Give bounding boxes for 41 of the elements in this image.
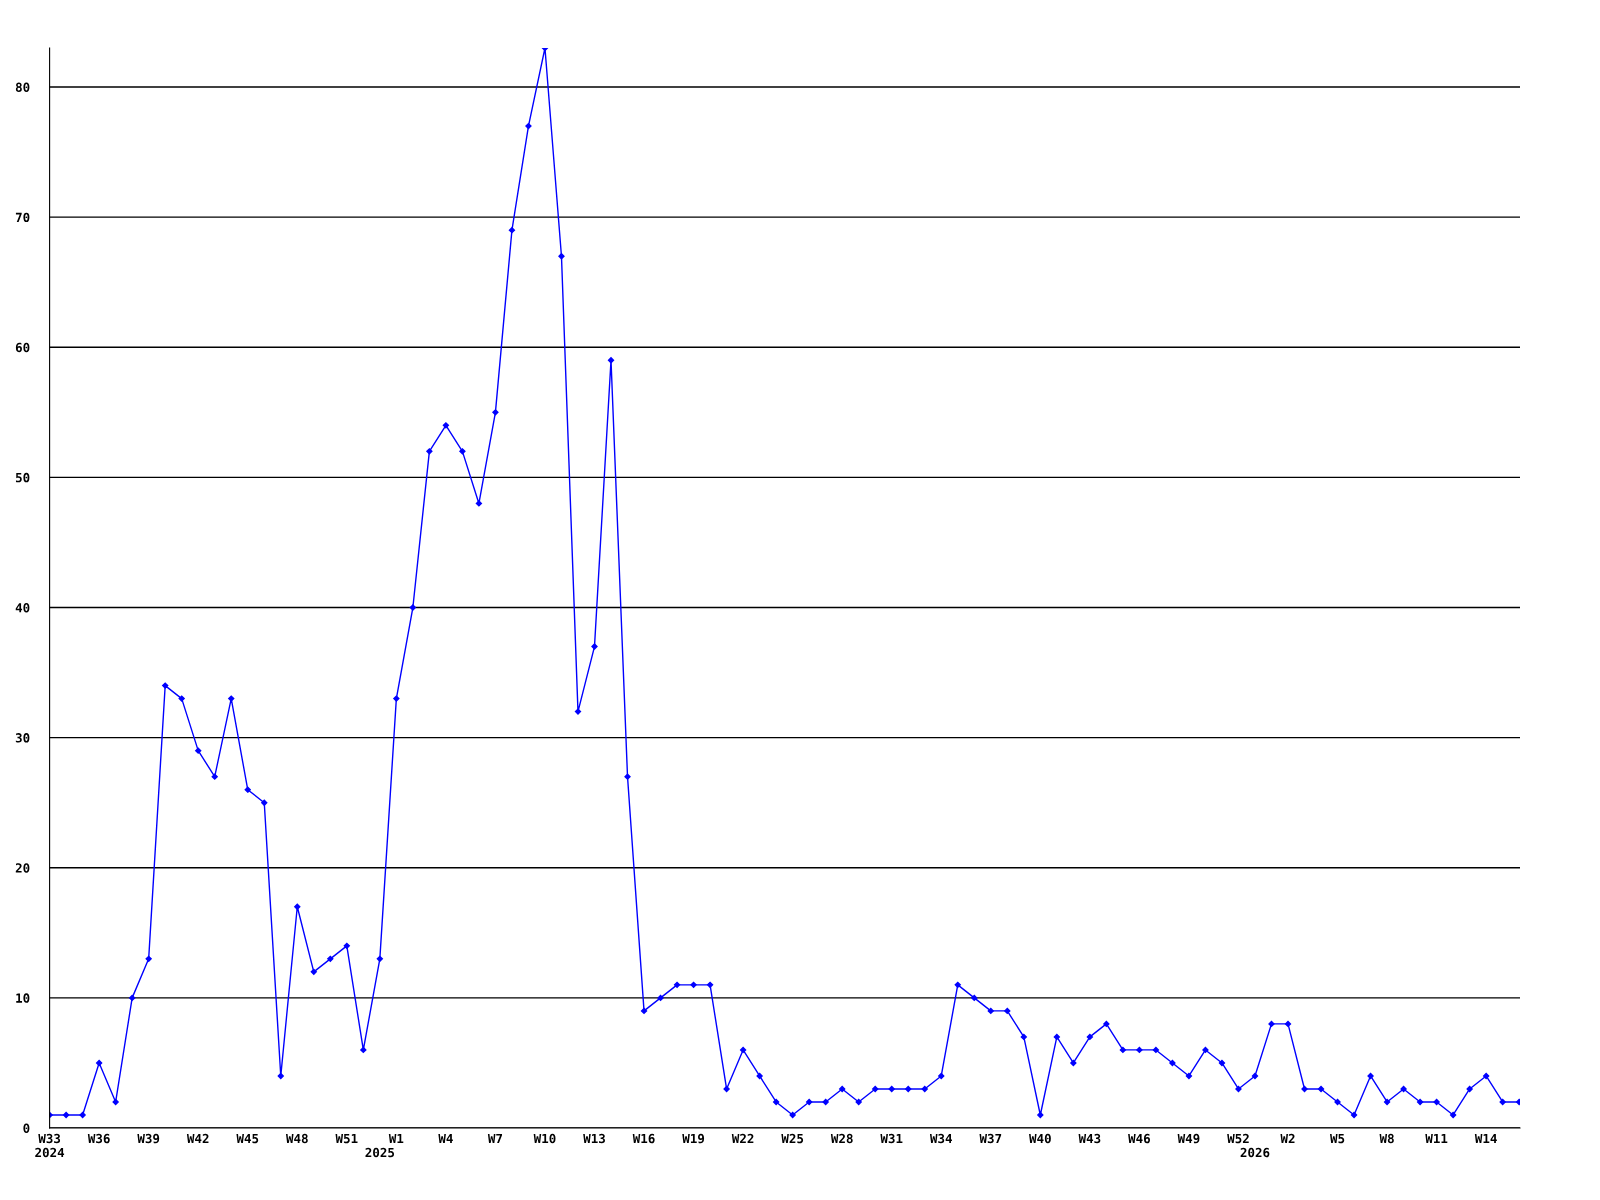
x-tick-label: W1	[388, 1133, 404, 1144]
x-tick-label: W13	[583, 1133, 605, 1144]
x-tick-label: W7	[487, 1133, 503, 1144]
x-tick-label: W14	[1474, 1133, 1497, 1144]
x-tick-label: W16	[632, 1133, 655, 1144]
x-tick-label: W33 2024	[35, 1133, 65, 1158]
x-tick-label: W42	[186, 1133, 209, 1144]
y-tick-label: 30	[15, 733, 30, 743]
x-tick-label: W34	[929, 1133, 952, 1144]
x-tick-label: W46	[1128, 1133, 1151, 1144]
x-tick-label: W10	[533, 1133, 556, 1144]
y-tick-label: 80	[15, 82, 30, 92]
x-tick-label: W2	[1280, 1133, 1295, 1144]
x-tick-label: W51	[335, 1133, 358, 1144]
y-tick-label: 20	[15, 863, 30, 873]
y-tick-label: 50	[15, 472, 30, 483]
x-tick-label: W52	[1227, 1133, 1249, 1144]
x-tick-label: W49	[1177, 1133, 1200, 1144]
y-tick-label: 0	[23, 1123, 30, 1133]
x-tick-label: W37	[979, 1133, 1002, 1144]
x-tick-label: W22	[731, 1133, 754, 1144]
x-tick-label: W19	[682, 1133, 705, 1144]
x-tick-label: W45	[236, 1133, 259, 1144]
y-tick-label: 10	[16, 993, 30, 1003]
x-tick-label: W31	[880, 1133, 903, 1144]
x-tick-label: 2026	[1240, 1147, 1270, 1158]
x-tick-label: W25	[781, 1133, 804, 1144]
x-tick-label: W36	[87, 1133, 110, 1144]
x-tick-label: W28	[830, 1133, 853, 1144]
y-tick-label: 60	[15, 342, 30, 353]
x-tick-label: W39	[137, 1133, 160, 1144]
x-tick-label: W8	[1379, 1133, 1394, 1144]
x-tick-label: W4	[438, 1133, 453, 1144]
x-tick-label: W43	[1078, 1133, 1101, 1144]
x-tick-label: W40	[1029, 1133, 1051, 1144]
x-tick-label: W5	[1330, 1133, 1345, 1144]
x-tick-label: W48	[285, 1133, 308, 1144]
x-tick-label: W11	[1425, 1133, 1448, 1144]
y-tick-label: 70	[15, 212, 30, 223]
x-tick-label: 2025	[365, 1147, 395, 1158]
y-tick-label: 40	[15, 602, 30, 613]
